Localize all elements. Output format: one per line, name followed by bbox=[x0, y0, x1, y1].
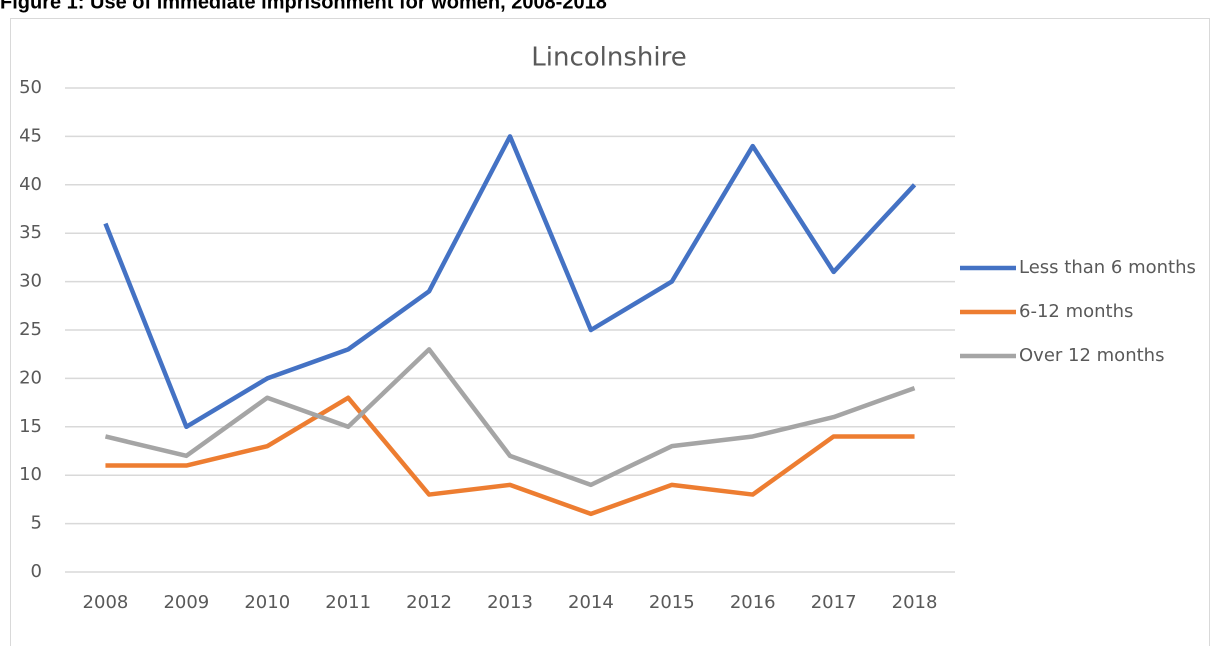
x-tick-label: 2011 bbox=[325, 592, 371, 613]
x-tick-label: 2009 bbox=[163, 592, 209, 613]
y-tick-label: 10 bbox=[19, 464, 42, 485]
x-tick-label: 2010 bbox=[244, 592, 290, 613]
y-tick-label: 0 bbox=[31, 561, 42, 582]
x-tick-label: 2018 bbox=[892, 592, 938, 613]
chart-border bbox=[10, 18, 1210, 651]
chart-title: Lincolnshire bbox=[531, 43, 686, 73]
x-tick-label: 2014 bbox=[568, 592, 614, 613]
x-tick-label: 2017 bbox=[811, 592, 857, 613]
y-tick-label: 50 bbox=[19, 77, 42, 98]
line-series bbox=[103, 134, 917, 430]
figure-heading: Figure 1: Use of immediate imprisonment … bbox=[0, 0, 607, 13]
x-tick-label: 2016 bbox=[730, 592, 776, 613]
x-tick-label: 2015 bbox=[649, 592, 695, 613]
y-tick-label: 45 bbox=[19, 125, 42, 146]
y-tick-label: 40 bbox=[19, 174, 42, 195]
y-tick-label: 5 bbox=[31, 513, 42, 534]
x-tick-label: 2013 bbox=[487, 592, 533, 613]
line-series bbox=[105, 395, 915, 517]
legend-label: Less than 6 months bbox=[1019, 257, 1196, 278]
x-tick-label: 2012 bbox=[406, 592, 452, 613]
y-tick-label: 35 bbox=[19, 222, 42, 243]
y-tick-label: 25 bbox=[19, 319, 42, 340]
x-tick-label: 2008 bbox=[83, 592, 129, 613]
y-tick-label: 20 bbox=[19, 367, 42, 388]
legend-label: Over 12 months bbox=[1019, 345, 1164, 366]
line-series bbox=[104, 347, 916, 488]
y-tick-label: 30 bbox=[19, 271, 42, 292]
legend-label: 6-12 months bbox=[1019, 301, 1133, 322]
y-tick-label: 15 bbox=[19, 416, 42, 437]
